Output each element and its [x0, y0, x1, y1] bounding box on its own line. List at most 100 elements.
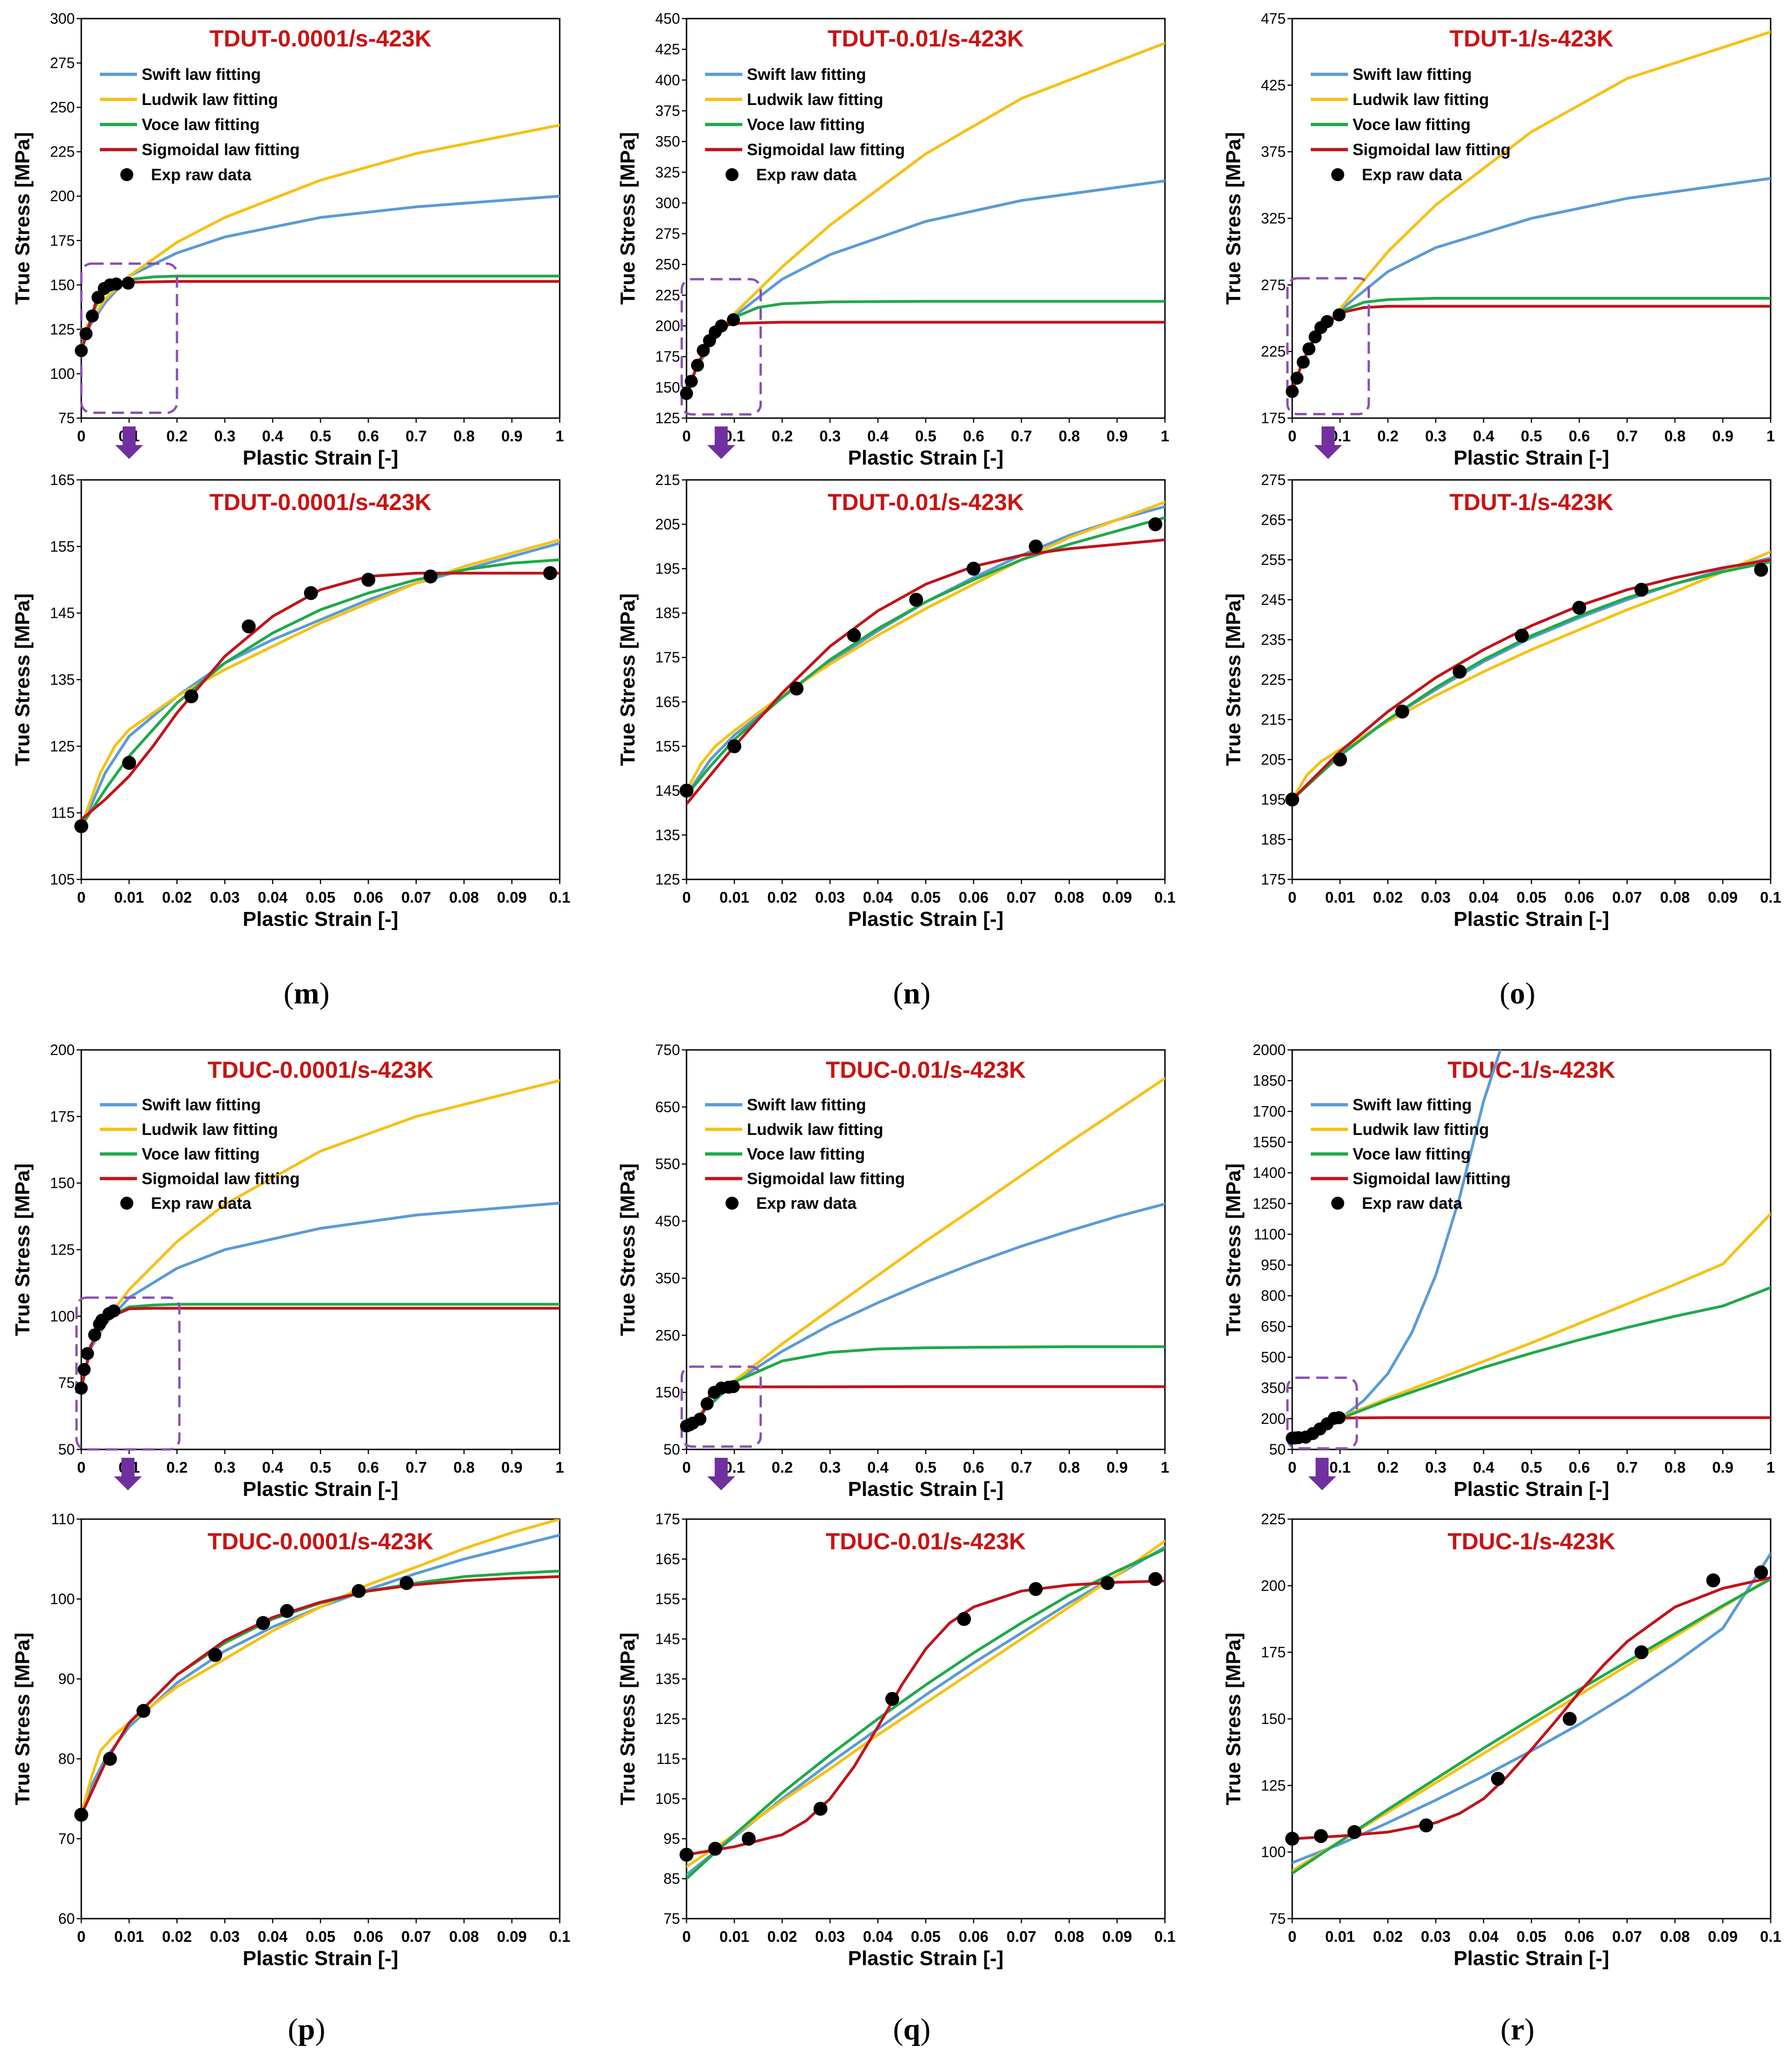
x-axis-label: Plastic Strain [-]	[848, 908, 1004, 931]
legend-label-exp: Exp raw data	[151, 1194, 251, 1213]
exp-data-point	[1285, 793, 1299, 806]
y-tick-label: 115	[51, 805, 75, 821]
exp-data-point	[1332, 308, 1346, 321]
exp-data-point	[75, 1382, 88, 1395]
exp-data-point	[967, 562, 981, 576]
legend-swatch-exp	[120, 1197, 133, 1210]
exp-data-point	[726, 1380, 740, 1393]
x-tick-label: 0	[77, 1459, 85, 1476]
x-tick-label: 0.06	[959, 889, 988, 906]
x-tick-label: 0.05	[306, 1928, 335, 1945]
y-tick-label: 60	[58, 1910, 75, 1927]
x-tick-label: 0.08	[1054, 1928, 1084, 1945]
chart-0: 7510012515017520022525027530000.10.20.30…	[11, 10, 564, 469]
panel-label: (o)	[1500, 977, 1536, 1010]
legend-label-sigmoidal: Sigmoidal law fitting	[747, 1170, 905, 1188]
x-tick-label: 0.1	[549, 889, 570, 906]
exp-data-point	[680, 1848, 693, 1862]
x-axis-label: Plastic Strain [-]	[1454, 1947, 1609, 1970]
y-tick-label: 125	[655, 1711, 680, 1727]
y-tick-label: 350	[1261, 1380, 1286, 1396]
exp-data-point	[1308, 330, 1322, 344]
exp-data-point	[74, 1808, 88, 1822]
legend-label-ludwik: Ludwik law fitting	[1353, 91, 1489, 109]
x-tick-label: 0.03	[210, 889, 240, 906]
exp-data-point	[1100, 1576, 1115, 1590]
y-tick-label: 1550	[1253, 1134, 1286, 1150]
y-tick-label: 100	[1261, 1844, 1286, 1861]
zoom-arrow-icon	[1308, 1458, 1336, 1490]
exp-data-point	[361, 573, 375, 587]
exp-data-point	[685, 374, 698, 388]
x-axis-label: Plastic Strain [-]	[848, 1947, 1004, 1970]
zoom-arrow-icon	[707, 1458, 735, 1490]
chart-9: 60 70 80 90 100 110 0 0.01 0.02 0.03 0.04 0.05 0.06 0…	[11, 1511, 570, 1970]
x-tick-label: 0.2	[1377, 427, 1399, 445]
plot-content	[687, 1540, 1165, 1880]
x-tick-label: 1	[1766, 1459, 1775, 1476]
y-tick-label: 1700	[1253, 1103, 1286, 1120]
y-axis-label: True Stress [MPa]	[616, 1163, 639, 1336]
legend-label-swift: Swift law fitting	[142, 66, 261, 84]
y-axis-label: True Stress [MPa]	[616, 1632, 639, 1805]
x-tick-label: 0.1	[1329, 1459, 1351, 1476]
ludwik-line	[81, 538, 560, 828]
x-tick-label: 0.09	[1102, 1928, 1132, 1945]
y-tick-label: 50	[1269, 1441, 1286, 1458]
y-tick-label: 75	[58, 1375, 75, 1391]
x-tick-label: 0.5	[310, 1459, 331, 1476]
x-tick-label: 0.3	[1425, 427, 1446, 445]
x-axis-label: Plastic Strain [-]	[243, 908, 399, 931]
x-tick-label: 0.02	[162, 889, 192, 906]
x-tick-label: 0.9	[1106, 427, 1128, 445]
x-tick-label: 0.3	[214, 1459, 235, 1476]
x-tick-label: 0.8	[1059, 1459, 1080, 1476]
x-tick-label: 0.06	[1564, 1928, 1594, 1945]
exp-data-point	[1634, 1645, 1648, 1659]
x-tick-label: 0.05	[911, 1928, 941, 1945]
exp-data-point	[1314, 1829, 1328, 1843]
y-tick-label: 375	[1261, 144, 1286, 160]
legend-label-sigmoidal: Sigmoidal law fitting	[747, 141, 905, 159]
y-tick-label: 110	[51, 1511, 75, 1527]
x-tick-label: 0.9	[1712, 1459, 1733, 1476]
x-tick-label: 0	[77, 889, 85, 906]
ludwik-line	[687, 500, 1165, 792]
exp-data-point	[75, 344, 88, 357]
exp-data-point	[399, 1576, 414, 1590]
exp-data-point	[693, 1412, 706, 1426]
legend-swatch-exp	[726, 168, 739, 181]
y-tick-label: 150	[50, 276, 75, 293]
x-tick-label: 0.06	[353, 1928, 383, 1945]
y-tick-label: 125	[655, 871, 680, 888]
x-axis-label: Plastic Strain [-]	[1454, 908, 1609, 931]
x-tick-label: 0.01	[114, 889, 144, 906]
y-tick-label: 125	[50, 1241, 75, 1258]
exp-data-point	[741, 1832, 756, 1846]
x-tick-label: 0.6	[963, 427, 984, 445]
exp-data-point	[1296, 355, 1310, 369]
x-tick-label: 0.9	[1106, 1459, 1128, 1476]
y-tick-label: 75	[58, 410, 75, 426]
legend-swatch-exp	[726, 1197, 739, 1210]
y-tick-label: 85	[663, 1870, 680, 1887]
zoom-arrow-icon	[707, 426, 735, 459]
x-tick-label: 0.05	[1517, 1928, 1546, 1945]
y-tick-label: 1250	[1253, 1195, 1286, 1212]
exp-data-point	[208, 1648, 222, 1662]
x-tick-label: 0.07	[1007, 1928, 1036, 1945]
exp-data-point	[1347, 1825, 1361, 1839]
x-tick-label: 0.06	[353, 889, 383, 906]
exp-data-point	[1286, 385, 1299, 398]
chart-6: 507510012515017520000.10.20.30.40.50.60.…	[11, 1042, 564, 1501]
exp-data-point	[691, 359, 704, 372]
ludwik-line	[1292, 1576, 1771, 1872]
x-tick-label: 0.4	[262, 1459, 284, 1476]
x-tick-label: 0.07	[1612, 1928, 1642, 1945]
chart-title: TDUT-0.0001/s-423K	[209, 26, 432, 52]
legend-swatch-exp	[1331, 1197, 1344, 1210]
exp-data-point	[103, 1752, 117, 1766]
x-tick-label: 0.9	[1712, 427, 1733, 445]
x-tick-label: 0.7	[405, 427, 427, 445]
legend-label-voce: Voce law fitting	[747, 116, 865, 134]
